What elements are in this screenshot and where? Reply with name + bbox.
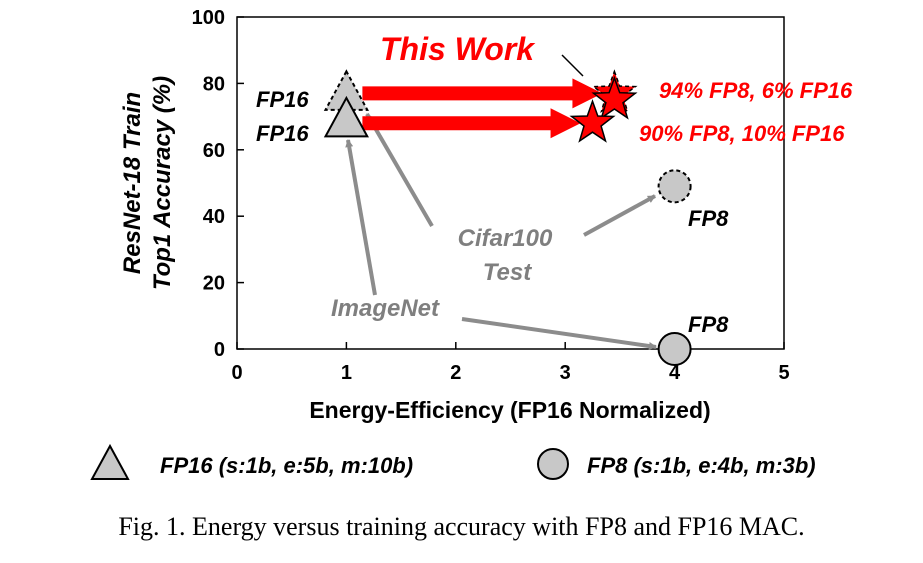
x-tick-label: 3 <box>560 362 571 384</box>
y-tick-label: 0 <box>214 339 225 361</box>
x-tick-label: 4 <box>669 362 681 384</box>
chart-marks <box>323 69 692 366</box>
y-tick-label: 20 <box>203 273 225 295</box>
red-arrow-2 <box>362 108 581 139</box>
fp16-triangle-point-2 <box>323 95 369 138</box>
this-work-star-point-3 <box>569 98 616 143</box>
this-work-star-point-2 <box>591 75 638 120</box>
x-tick-label: 5 <box>778 362 789 384</box>
annotation-arrows <box>345 54 657 350</box>
point-label-fp16-bottom: FP16 <box>256 121 309 146</box>
fp8-circle-point-2 <box>657 332 692 366</box>
point-label-fp16-top: FP16 <box>256 87 309 112</box>
y-tick-label: 100 <box>192 7 225 29</box>
y-axis-label-line-1: ResNet-18 Train <box>119 92 146 274</box>
y-tick-label: 80 <box>203 73 225 95</box>
y-tick-label: 40 <box>203 206 225 228</box>
point-label-fp8-bottom: FP8 <box>688 312 729 337</box>
cifar100-test-label-line-1: Cifar100 <box>458 225 553 252</box>
y-axis-label-line-2: Top1 Accuracy (%) <box>149 76 176 290</box>
star-bottom-label: 90% FP8, 10% FP16 <box>639 121 845 146</box>
x-tick-label: 0 <box>231 362 242 384</box>
star-top-label: 94% FP8, 6% FP16 <box>659 78 853 103</box>
imagenet-label: ImageNet <box>331 295 440 322</box>
legend-fp16-label: FP16 (s:1b, e:5b, m:10b) <box>160 453 413 478</box>
cifar-arrow-to-fp16 <box>365 112 434 228</box>
this-work-leader-line <box>561 54 584 77</box>
chart: 0 1 2 3 4 5 0 20 40 60 80 100 Energy-Efficiency (FP… <box>90 7 853 480</box>
fp8-circle-point-1 <box>657 169 692 204</box>
legend-triangle-icon <box>90 443 130 480</box>
legend-fp8-label: FP8 (s:1b, e:4b, m:3b) <box>587 453 816 478</box>
y-axis-label: ResNet-18 Train Top1 Accuracy (%) <box>119 76 176 290</box>
axis-ticks: 0 1 2 3 4 5 0 20 40 60 80 100 <box>192 7 790 384</box>
y-tick-label: 60 <box>203 140 225 162</box>
imagenet-arrow-to-fp16 <box>345 139 377 296</box>
x-axis-label: Energy-Efficiency (FP16 Normalized) <box>309 397 710 423</box>
plot-frame <box>236 16 785 350</box>
figure-caption: Fig. 1. Energy versus training accuracy … <box>118 512 805 541</box>
cifar-arrow-to-fp8 <box>583 194 656 237</box>
red-arrow-1 <box>362 78 603 109</box>
point-label-fp8-top: FP8 <box>688 206 729 231</box>
x-tick-label: 1 <box>341 362 352 384</box>
imagenet-arrow-to-fp8 <box>461 317 657 350</box>
this-work-label: This Work <box>380 31 536 67</box>
legend: FP16 (s:1b, e:5b, m:10b) FP8 (s:1b, e:4b… <box>90 443 816 480</box>
cifar100-test-label-line-2: Test <box>483 259 532 286</box>
legend-circle-icon <box>537 448 569 480</box>
x-tick-label: 2 <box>450 362 461 384</box>
